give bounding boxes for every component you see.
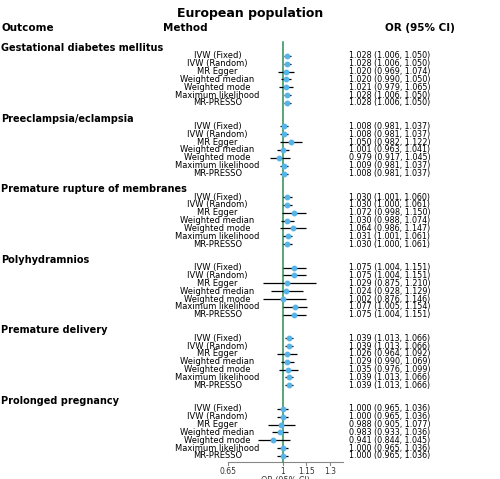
Text: Weighted mode: Weighted mode — [184, 224, 251, 233]
Text: MR Egger: MR Egger — [197, 137, 238, 147]
Text: 1.072 (0.998, 1.150): 1.072 (0.998, 1.150) — [349, 208, 430, 217]
Text: IVW (Random): IVW (Random) — [187, 200, 248, 209]
Text: Polyhydramnios: Polyhydramnios — [1, 255, 89, 265]
Text: IVW (Random): IVW (Random) — [187, 342, 248, 351]
Text: 1.029 (0.875, 1.210): 1.029 (0.875, 1.210) — [349, 279, 430, 288]
Text: MR-PRESSO: MR-PRESSO — [193, 240, 242, 249]
Text: Gestational diabetes mellitus: Gestational diabetes mellitus — [1, 43, 163, 53]
Text: 1.008 (0.981, 1.037): 1.008 (0.981, 1.037) — [349, 130, 430, 139]
Text: MR Egger: MR Egger — [197, 350, 238, 358]
Text: IVW (Random): IVW (Random) — [187, 271, 248, 280]
Text: 1.000 (0.965, 1.036): 1.000 (0.965, 1.036) — [349, 444, 430, 453]
Text: 1.039 (1.013, 1.066): 1.039 (1.013, 1.066) — [349, 334, 430, 343]
Text: 0.979 (0.917, 1.045): 0.979 (0.917, 1.045) — [349, 153, 431, 162]
Text: IVW (Fixed): IVW (Fixed) — [194, 122, 242, 131]
Text: Weighted mode: Weighted mode — [184, 83, 251, 91]
Text: 1.030 (1.000, 1.061): 1.030 (1.000, 1.061) — [349, 240, 430, 249]
Text: Weighted mode: Weighted mode — [184, 365, 251, 374]
Text: Weighted mode: Weighted mode — [184, 153, 251, 162]
Text: MR Egger: MR Egger — [197, 420, 238, 429]
Text: 1.000 (0.965, 1.036): 1.000 (0.965, 1.036) — [349, 404, 430, 413]
Text: 1.3: 1.3 — [324, 467, 336, 476]
Text: IVW (Fixed): IVW (Fixed) — [194, 334, 242, 343]
Text: 1.039 (1.013, 1.066): 1.039 (1.013, 1.066) — [349, 381, 430, 390]
Text: Prolonged pregnancy: Prolonged pregnancy — [1, 396, 119, 406]
Text: 1.028 (1.006, 1.050): 1.028 (1.006, 1.050) — [349, 98, 430, 107]
Text: 1.039 (1.013, 1.066): 1.039 (1.013, 1.066) — [349, 342, 430, 351]
Text: MR-PRESSO: MR-PRESSO — [193, 381, 242, 390]
Text: IVW (Fixed): IVW (Fixed) — [194, 51, 242, 60]
Text: IVW (Fixed): IVW (Fixed) — [194, 263, 242, 272]
Text: 1.000 (0.965, 1.036): 1.000 (0.965, 1.036) — [349, 451, 430, 460]
Text: 1.035 (0.976, 1.099): 1.035 (0.976, 1.099) — [349, 365, 430, 374]
Text: MR-PRESSO: MR-PRESSO — [193, 310, 242, 319]
Text: Weighted median: Weighted median — [180, 357, 254, 366]
Text: 1.075 (1.004, 1.151): 1.075 (1.004, 1.151) — [349, 263, 430, 272]
Text: Maximum likelihood: Maximum likelihood — [176, 302, 260, 311]
Text: 1.008 (0.981, 1.037): 1.008 (0.981, 1.037) — [349, 122, 430, 131]
Text: Maximum likelihood: Maximum likelihood — [176, 161, 260, 170]
Text: IVW (Fixed): IVW (Fixed) — [194, 404, 242, 413]
Text: Weighted median: Weighted median — [180, 146, 254, 154]
Text: 1.050 (0.982, 1.122): 1.050 (0.982, 1.122) — [349, 137, 430, 147]
Text: MR Egger: MR Egger — [197, 67, 238, 76]
Text: 1.029 (0.990, 1.069): 1.029 (0.990, 1.069) — [349, 357, 430, 366]
Text: MR-PRESSO: MR-PRESSO — [193, 451, 242, 460]
Text: 1.030 (1.001, 1.060): 1.030 (1.001, 1.060) — [349, 193, 430, 202]
Text: 1.077 (1.005, 1.154): 1.077 (1.005, 1.154) — [349, 302, 430, 311]
Text: 1.009 (0.981, 1.037): 1.009 (0.981, 1.037) — [349, 161, 430, 170]
Text: 1.002 (0.876, 1.146): 1.002 (0.876, 1.146) — [349, 295, 430, 304]
Text: 0.983 (0.933, 1.036): 0.983 (0.933, 1.036) — [349, 428, 430, 437]
Text: 1.020 (0.990, 1.050): 1.020 (0.990, 1.050) — [349, 75, 430, 84]
Text: Outcome: Outcome — [1, 23, 54, 33]
Text: MR-PRESSO: MR-PRESSO — [193, 98, 242, 107]
Text: 1.031 (1.001, 1.061): 1.031 (1.001, 1.061) — [349, 232, 430, 241]
Text: Weighted median: Weighted median — [180, 75, 254, 84]
Text: Maximum likelihood: Maximum likelihood — [176, 373, 260, 382]
Text: Weighted mode: Weighted mode — [184, 295, 251, 304]
Text: Maximum likelihood: Maximum likelihood — [176, 444, 260, 453]
Text: 1.000 (0.965, 1.036): 1.000 (0.965, 1.036) — [349, 412, 430, 421]
Text: 1.028 (1.006, 1.050): 1.028 (1.006, 1.050) — [349, 59, 430, 68]
Text: IVW (Random): IVW (Random) — [187, 130, 248, 139]
Text: OR (95% CI): OR (95% CI) — [385, 23, 455, 33]
Text: European population: European population — [177, 7, 323, 20]
Text: 0.988 (0.905, 1.077): 0.988 (0.905, 1.077) — [349, 420, 430, 429]
Text: IVW (Fixed): IVW (Fixed) — [194, 193, 242, 202]
Text: 1.064 (0.986, 1.147): 1.064 (0.986, 1.147) — [349, 224, 430, 233]
Text: MR Egger: MR Egger — [197, 279, 238, 288]
Text: Premature delivery: Premature delivery — [1, 325, 108, 335]
Text: Weighted median: Weighted median — [180, 286, 254, 296]
Text: 0.65: 0.65 — [219, 467, 236, 476]
Text: 1.030 (1.000, 1.061): 1.030 (1.000, 1.061) — [349, 200, 430, 209]
Text: 1.028 (1.006, 1.050): 1.028 (1.006, 1.050) — [349, 91, 430, 100]
Text: MR-PRESSO: MR-PRESSO — [193, 169, 242, 178]
Text: Preeclampsia/eclampsia: Preeclampsia/eclampsia — [1, 114, 134, 124]
Text: Weighted median: Weighted median — [180, 428, 254, 437]
Text: Maximum likelihood: Maximum likelihood — [176, 232, 260, 241]
Text: 1: 1 — [280, 467, 285, 476]
Text: 1.030 (0.988, 1.074): 1.030 (0.988, 1.074) — [349, 216, 430, 225]
Text: 1.008 (0.981, 1.037): 1.008 (0.981, 1.037) — [349, 169, 430, 178]
Text: 1.15: 1.15 — [298, 467, 314, 476]
Text: IVW (Random): IVW (Random) — [187, 59, 248, 68]
Text: IVW (Random): IVW (Random) — [187, 412, 248, 421]
Text: Weighted median: Weighted median — [180, 216, 254, 225]
Text: 1.021 (0.979, 1.065): 1.021 (0.979, 1.065) — [349, 83, 430, 91]
Text: 1.020 (0.969, 1.074): 1.020 (0.969, 1.074) — [349, 67, 430, 76]
Text: Premature rupture of membranes: Premature rupture of membranes — [1, 184, 187, 194]
Text: 1.026 (0.964, 1.092): 1.026 (0.964, 1.092) — [349, 350, 430, 358]
Text: 0.941 (0.844, 1.045): 0.941 (0.844, 1.045) — [349, 436, 430, 445]
Text: MR Egger: MR Egger — [197, 208, 238, 217]
Text: 1.075 (1.004, 1.151): 1.075 (1.004, 1.151) — [349, 271, 430, 280]
Text: Method: Method — [162, 23, 208, 33]
Text: 1.024 (0.928, 1.129): 1.024 (0.928, 1.129) — [349, 286, 430, 296]
Text: 1.001 (0.963, 1.041): 1.001 (0.963, 1.041) — [349, 146, 430, 154]
Text: OR (95% CI): OR (95% CI) — [260, 476, 310, 479]
Text: 1.075 (1.004, 1.151): 1.075 (1.004, 1.151) — [349, 310, 430, 319]
Text: 1.028 (1.006, 1.050): 1.028 (1.006, 1.050) — [349, 51, 430, 60]
Text: Weighted mode: Weighted mode — [184, 436, 251, 445]
Text: Maximum likelihood: Maximum likelihood — [176, 91, 260, 100]
Text: 1.039 (1.013, 1.066): 1.039 (1.013, 1.066) — [349, 373, 430, 382]
